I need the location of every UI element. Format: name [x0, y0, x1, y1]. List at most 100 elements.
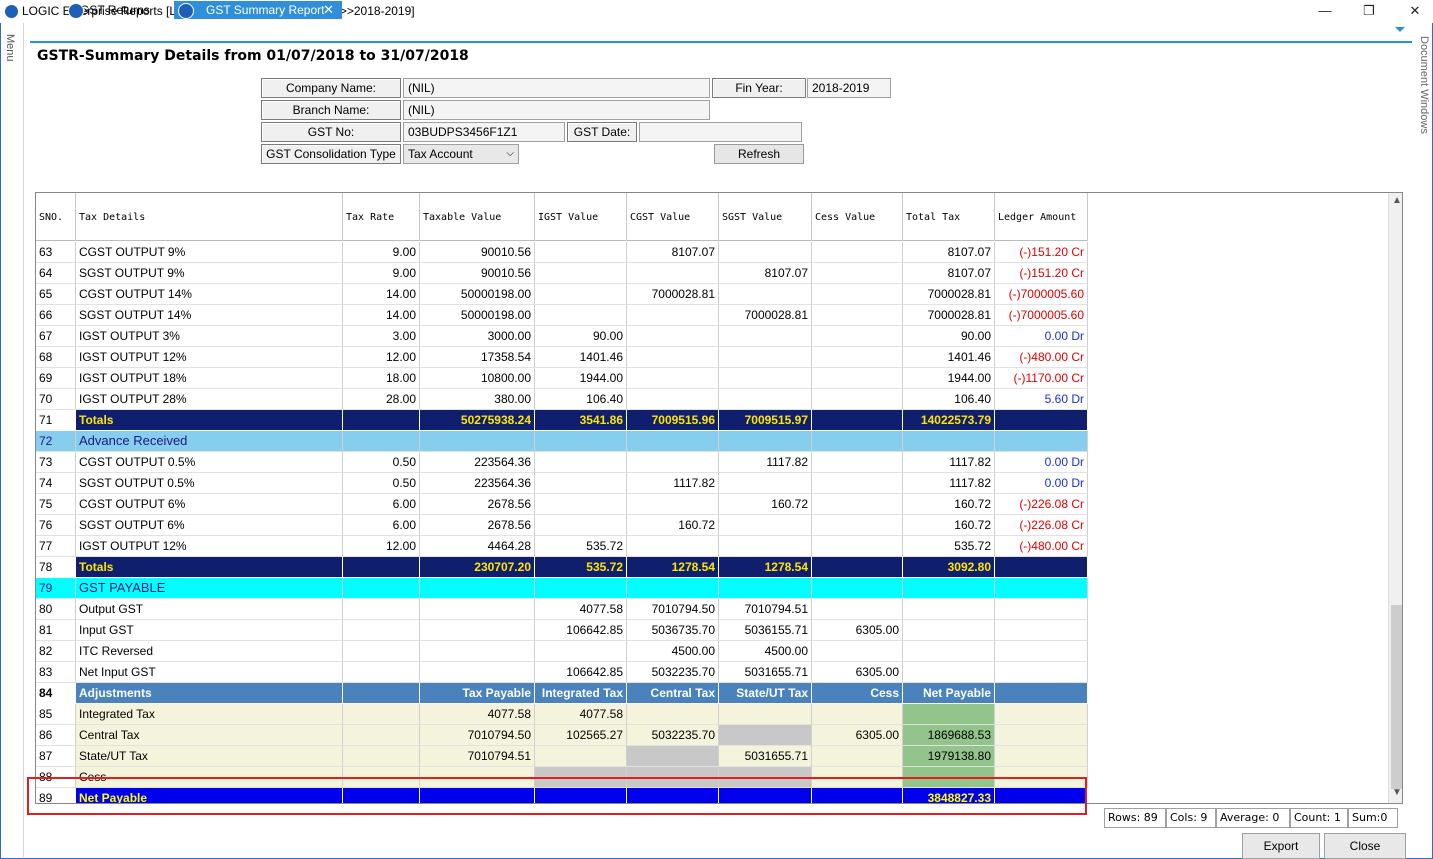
tab-gst-summary-report[interactable]: GST Summary Report ✕	[174, 1, 342, 19]
grid-cell[interactable]	[535, 431, 627, 452]
grid-cell[interactable]: SGST OUTPUT 14%	[76, 305, 343, 326]
grid-cell[interactable]: Advance Received	[76, 431, 343, 452]
column-header-igst-value[interactable]: IGST Value	[535, 193, 627, 241]
grid-cell[interactable]: Integrated Tax	[535, 683, 627, 704]
grid-cell[interactable]: 82	[36, 641, 76, 662]
grid-cell[interactable]: 1869688.53	[903, 725, 995, 746]
grid-cell[interactable]: 65	[36, 284, 76, 305]
grid-cell[interactable]	[627, 347, 719, 368]
grid-cell[interactable]: 160.72	[903, 515, 995, 536]
grid-cell[interactable]: 0.50	[343, 452, 420, 473]
grid-cell[interactable]	[535, 788, 627, 803]
table-row[interactable]: 78 Totals 230707.20 535.72 1278.54 1278.54 309…	[36, 557, 1088, 578]
grid-cell[interactable]: 5036735.70	[627, 620, 719, 641]
grid-cell[interactable]	[903, 599, 995, 620]
grid-cell[interactable]: 7000028.81	[627, 284, 719, 305]
fin-year-field[interactable]: 2018-2019	[807, 78, 891, 98]
grid-cell[interactable]	[719, 473, 812, 494]
grid-cell[interactable]: 5032235.70	[627, 725, 719, 746]
grid-cell[interactable]	[812, 641, 903, 662]
grid-cell[interactable]	[535, 494, 627, 515]
grid-cell[interactable]: 76	[36, 515, 76, 536]
gst-no-field[interactable]: 03BUDPS3456F1Z1	[403, 122, 565, 142]
grid-cell[interactable]: 7010794.50	[420, 725, 535, 746]
grid-cell[interactable]	[812, 557, 903, 578]
grid-cell[interactable]	[903, 431, 995, 452]
grid-cell[interactable]	[420, 599, 535, 620]
grid-cell[interactable]	[535, 578, 627, 599]
grid-cell[interactable]: 90010.56	[420, 263, 535, 284]
restore-button[interactable]: ❐	[1363, 3, 1375, 18]
grid-cell[interactable]: (-)1170.00 Cr	[995, 368, 1088, 389]
grid-cell[interactable]: 106.40	[903, 389, 995, 410]
grid-cell[interactable]: 90010.56	[420, 242, 535, 263]
grid-cell[interactable]	[812, 494, 903, 515]
grid-cell[interactable]	[627, 431, 719, 452]
grid-cell[interactable]	[719, 431, 812, 452]
grid-cell[interactable]: 4077.58	[420, 704, 535, 725]
grid-cell[interactable]: 12.00	[343, 347, 420, 368]
close-window-button[interactable]: ✕	[1409, 3, 1421, 18]
grid-cell[interactable]	[812, 515, 903, 536]
grid-cell[interactable]: 90.00	[535, 326, 627, 347]
grid-cell[interactable]: Central Tax	[76, 725, 343, 746]
table-row[interactable]: 70 IGST OUTPUT 28% 28.00 380.00 106.40 106.40…	[36, 389, 1088, 410]
grid-cell[interactable]	[812, 536, 903, 557]
table-row[interactable]: 74 SGST OUTPUT 0.5% 0.50 223564.36 1117.82 11…	[36, 473, 1088, 494]
grid-cell[interactable]: 535.72	[903, 536, 995, 557]
grid-cell[interactable]: 1117.82	[903, 473, 995, 494]
grid-cell[interactable]	[812, 305, 903, 326]
grid-cell[interactable]	[343, 557, 420, 578]
grid-cell[interactable]: (-)151.20 Cr	[995, 263, 1088, 284]
grid-cell[interactable]: IGST OUTPUT 12%	[76, 536, 343, 557]
grid-cell[interactable]	[812, 431, 903, 452]
grid-cell[interactable]: 6.00	[343, 494, 420, 515]
grid-cell[interactable]: 8107.07	[903, 242, 995, 263]
grid-cell[interactable]	[535, 641, 627, 662]
table-row[interactable]: 69 IGST OUTPUT 18% 18.00 10800.00 1944.00 194…	[36, 368, 1088, 389]
column-header-sgst-value[interactable]: SGST Value	[719, 193, 812, 241]
close-tab-icon[interactable]: ✕	[323, 2, 334, 17]
grid-cell[interactable]	[719, 788, 812, 803]
grid-cell[interactable]	[812, 746, 903, 767]
grid-cell[interactable]: 9.00	[343, 263, 420, 284]
grid-cell[interactable]: Adjustments	[76, 683, 343, 704]
grid-cell[interactable]: 75	[36, 494, 76, 515]
grid-cell[interactable]: 67	[36, 326, 76, 347]
export-button[interactable]: Export	[1242, 833, 1320, 859]
grid-cell[interactable]	[812, 347, 903, 368]
grid-cell[interactable]: 7010794.51	[420, 746, 535, 767]
document-windows-sidebar[interactable]	[1413, 23, 1431, 857]
grid-cell[interactable]	[343, 578, 420, 599]
grid-cell[interactable]	[903, 641, 995, 662]
grid-cell[interactable]: 64	[36, 263, 76, 284]
close-button[interactable]: Close	[1324, 833, 1406, 859]
scrollbar-thumb[interactable]	[1391, 605, 1402, 789]
grid-cell[interactable]	[812, 452, 903, 473]
grid-cell[interactable]: 223564.36	[420, 473, 535, 494]
grid-cell[interactable]	[343, 788, 420, 803]
grid-cell[interactable]: 3000.00	[420, 326, 535, 347]
grid-cell[interactable]	[343, 704, 420, 725]
grid-cell[interactable]	[343, 410, 420, 431]
minimize-button[interactable]: —	[1318, 3, 1332, 18]
grid-cell[interactable]: 10800.00	[420, 368, 535, 389]
table-row[interactable]: 68 IGST OUTPUT 12% 12.00 17358.54 1401.46 140…	[36, 347, 1088, 368]
grid-cell[interactable]: 63	[36, 242, 76, 263]
grid-cell[interactable]: Net Input GST	[76, 662, 343, 683]
grid-cell[interactable]	[812, 368, 903, 389]
grid-cell[interactable]	[995, 725, 1088, 746]
column-header-cgst-value[interactable]: CGST Value	[627, 193, 719, 241]
grid-cell[interactable]: 66	[36, 305, 76, 326]
grid-cell[interactable]	[627, 305, 719, 326]
grid-cell[interactable]	[535, 263, 627, 284]
grid-cell[interactable]: 8107.07	[627, 242, 719, 263]
grid-cell[interactable]: 84	[36, 683, 76, 704]
grid-cell[interactable]: 50000198.00	[420, 305, 535, 326]
grid-cell[interactable]: 87	[36, 746, 76, 767]
grid-cell[interactable]	[627, 389, 719, 410]
grid-cell[interactable]	[420, 431, 535, 452]
company-name-field[interactable]: (NIL)	[403, 78, 710, 98]
scroll-down-icon[interactable]: ▼	[1392, 787, 1402, 798]
menu-label[interactable]: Menu	[4, 34, 16, 62]
